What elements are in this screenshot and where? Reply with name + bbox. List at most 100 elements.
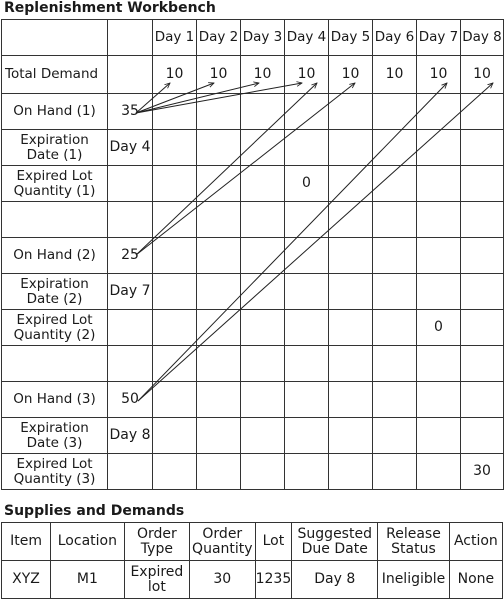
- day-cell: 0: [416, 309, 461, 346]
- initial-value-cell: 25: [107, 237, 153, 274]
- initial-value-cell: [107, 345, 153, 382]
- day-cell: [152, 453, 197, 490]
- day-cell: 30: [460, 453, 504, 490]
- initial-value-cell: Day 7: [107, 273, 153, 310]
- day-cell: [240, 201, 285, 238]
- day-cell: [240, 273, 285, 310]
- initial-value-cell: [107, 165, 153, 202]
- day-cell: [284, 273, 329, 310]
- header-corner: [1, 19, 108, 56]
- day-cell: [152, 237, 197, 274]
- day-header: Day 2: [196, 19, 241, 56]
- day-header: Day 7: [416, 19, 461, 56]
- day-cell: [416, 273, 461, 310]
- column-header: Order Quantity: [189, 522, 256, 561]
- day-cell: [372, 417, 417, 454]
- day-cell: [196, 273, 241, 310]
- day-cell: [416, 201, 461, 238]
- table-cell: 30: [189, 560, 256, 599]
- day-cell: 10: [240, 55, 285, 94]
- day-cell: [196, 93, 241, 130]
- expired-lot-quantity-row: Expired Lot Quantity (3) 30: [1, 453, 504, 490]
- day-cell: [460, 237, 504, 274]
- day-header: Day 5: [328, 19, 373, 56]
- table-cell: Expired lot: [123, 560, 191, 599]
- day-cell: [372, 453, 417, 490]
- day-header: Day 6: [372, 19, 417, 56]
- day-cell: 10: [196, 55, 241, 94]
- day-cell: [240, 237, 285, 274]
- day-cell: [152, 345, 197, 382]
- expiration-date-row: Expiration Date (1) Day 4: [1, 129, 504, 166]
- row-label: Expiration Date (2): [1, 273, 108, 310]
- day-cell: [328, 129, 373, 166]
- column-header: Release Status: [377, 522, 450, 561]
- day-header: Day 4: [284, 19, 329, 56]
- day-cell: [152, 129, 197, 166]
- day-cell: [328, 417, 373, 454]
- column-header: Suggested Due Date: [291, 522, 379, 561]
- day-cell: [372, 165, 417, 202]
- day-cell: 10: [372, 55, 417, 94]
- day-cell: [460, 201, 504, 238]
- day-cell: [284, 201, 329, 238]
- day-cell: [416, 93, 461, 130]
- day-cell: [372, 309, 417, 346]
- blank-row: [1, 345, 504, 382]
- day-cell: [460, 165, 504, 202]
- day-cell: [460, 93, 504, 130]
- day-cell: [460, 345, 504, 382]
- day-cell: [460, 129, 504, 166]
- total-demand-row: Total Demand 10 10 10 10 10 10 10 10: [1, 55, 504, 94]
- supplies-demands-table: Item Location Order Type Order Quantity …: [0, 522, 504, 599]
- day-header: Day 8: [460, 19, 504, 56]
- initial-value-cell: [107, 55, 153, 94]
- day-cell: [328, 381, 373, 418]
- day-cell: [372, 345, 417, 382]
- row-label: Expired Lot Quantity (3): [1, 453, 108, 490]
- day-cell: [416, 237, 461, 274]
- supplies-title: Supplies and Demands: [4, 503, 185, 519]
- initial-value-cell: [107, 453, 153, 490]
- day-cell: [372, 201, 417, 238]
- day-cell: [152, 273, 197, 310]
- table-cell: None: [448, 560, 504, 599]
- initial-value-cell: [107, 201, 153, 238]
- day-cell: [460, 381, 504, 418]
- expiration-date-row: Expiration Date (3) Day 8: [1, 417, 504, 454]
- day-cell: [416, 381, 461, 418]
- initial-value-cell: Day 4: [107, 129, 153, 166]
- day-cell: [460, 309, 504, 346]
- day-cell: [328, 453, 373, 490]
- day-cell: [284, 129, 329, 166]
- day-cell: [372, 237, 417, 274]
- workbench-title: Replenishment Workbench: [4, 0, 216, 16]
- day-cell: [240, 381, 285, 418]
- table-cell: 1235: [254, 560, 293, 599]
- initial-value-cell: 35: [107, 93, 153, 130]
- day-cell: [196, 165, 241, 202]
- day-cell: 10: [416, 55, 461, 94]
- day-cell: [240, 453, 285, 490]
- day-cell: [372, 93, 417, 130]
- column-header: Order Type: [123, 522, 191, 561]
- day-cell: [328, 165, 373, 202]
- day-cell: [372, 273, 417, 310]
- day-cell: [240, 165, 285, 202]
- day-cell: [328, 309, 373, 346]
- row-label: Expiration Date (3): [1, 417, 108, 454]
- day-cell: [416, 417, 461, 454]
- day-cell: [152, 417, 197, 454]
- day-cell: [328, 273, 373, 310]
- column-header: Item: [0, 522, 52, 561]
- table-cell: XYZ: [0, 560, 52, 599]
- initial-value-cell: 50: [107, 381, 153, 418]
- column-header: Location: [50, 522, 125, 561]
- day-cell: [284, 453, 329, 490]
- day-cell: [196, 129, 241, 166]
- day-cell: [416, 453, 461, 490]
- header-blank: [107, 19, 153, 56]
- day-cell: [240, 93, 285, 130]
- day-cell: [240, 309, 285, 346]
- day-cell: [152, 309, 197, 346]
